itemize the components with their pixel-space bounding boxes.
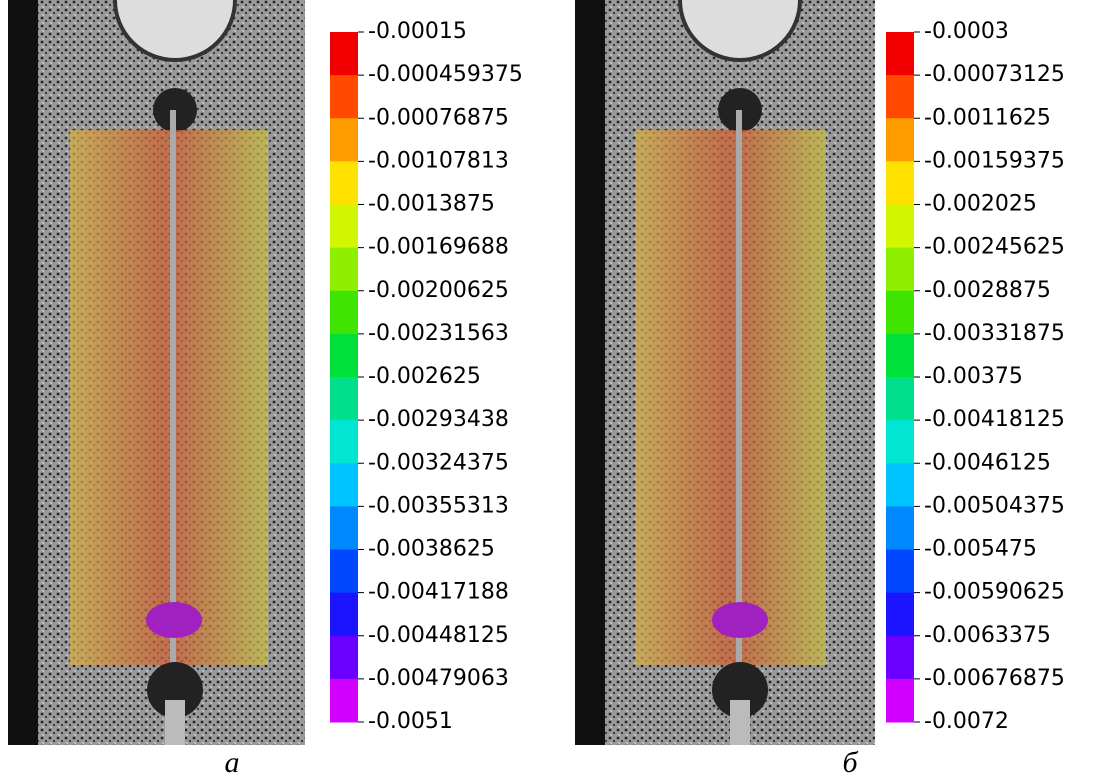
colorbar-band [330, 635, 358, 680]
colorbar-band [886, 506, 914, 550]
colorbar-band [330, 506, 358, 550]
colorbar-label: -0.00245625 [924, 235, 1065, 260]
colorbar-label: -0.005475 [924, 537, 1037, 562]
colorbar-band [330, 161, 358, 205]
colorbar-band [330, 75, 358, 119]
colorbar-band [330, 377, 358, 421]
colorbar-label: -0.00590625 [924, 580, 1065, 605]
colorbar-label: -0.0038625 [368, 537, 495, 562]
colorbar-band [886, 118, 914, 162]
colorbar-label: -0.00324375 [368, 450, 509, 475]
colorbar-label: -0.00073125 [924, 62, 1065, 87]
photo-b [575, 0, 875, 745]
photo-a [8, 0, 305, 745]
colorbar-band [886, 420, 914, 464]
colorbar-label: -0.00159375 [924, 148, 1065, 173]
colorbar-label: -0.0051 [368, 709, 453, 734]
colorbar-band [886, 463, 914, 507]
colorbar-band [886, 32, 914, 76]
colorbar-band [886, 678, 914, 723]
colorbar-label: -0.00479063 [368, 666, 509, 691]
colorbar-label: -0.00418125 [924, 407, 1065, 432]
colorbar-label: -0.00417188 [368, 580, 509, 605]
colorbar-label: -0.00331875 [924, 321, 1065, 346]
colorbar-band [330, 549, 358, 594]
colorbar-label: -0.0003 [924, 19, 1009, 44]
colorbar-label: -0.00231563 [368, 321, 509, 346]
colorbar-band [330, 333, 358, 378]
colorbar-label: -0.00293438 [368, 407, 509, 432]
colorbar-label: -0.00375 [924, 364, 1023, 389]
panel-caption: а [225, 746, 240, 779]
colorbar-band [330, 678, 358, 723]
colorbar-label: -0.000459375 [368, 62, 523, 87]
colorbar-label: -0.0072 [924, 709, 1009, 734]
colorbar-band [330, 420, 358, 464]
colorbar-label: -0.002025 [924, 192, 1037, 217]
colorbar-label: -0.00015 [368, 19, 467, 44]
colorbar-band [330, 118, 358, 162]
colorbar-band [886, 75, 914, 119]
colorbar-label: -0.0046125 [924, 450, 1051, 475]
colorbar-band [886, 635, 914, 680]
colorbar-label: -0.0011625 [924, 105, 1051, 130]
colorbar-band [330, 463, 358, 507]
colorbar-label: -0.002625 [368, 364, 481, 389]
colorbar-band [330, 247, 358, 292]
colorbar-label: -0.00448125 [368, 623, 509, 648]
colorbar-band [886, 247, 914, 292]
colorbar-label: -0.0013875 [368, 192, 495, 217]
colorbar-label: -0.00504375 [924, 493, 1065, 518]
colorbar-label: -0.0028875 [924, 278, 1051, 303]
colorbar-label: -0.00169688 [368, 235, 509, 260]
colorbar-label: -0.00355313 [368, 493, 509, 518]
colorbar-band [330, 592, 358, 637]
colorbar-band [886, 333, 914, 378]
colorbar-band [886, 290, 914, 335]
colorbar-band [886, 377, 914, 421]
colorbar-band [886, 549, 914, 594]
colorbar-label: -0.0063375 [924, 623, 1051, 648]
colorbar-band [886, 592, 914, 637]
panel-caption: б [842, 746, 858, 779]
colorbar-label: -0.00676875 [924, 666, 1065, 691]
colorbar-label: -0.00107813 [368, 148, 509, 173]
colorbar-band [330, 290, 358, 335]
colorbar-band [886, 161, 914, 205]
colorbar-label: -0.00200625 [368, 278, 509, 303]
colorbar-label: -0.00076875 [368, 105, 509, 130]
colorbar-band [330, 32, 358, 76]
colorbar-band [886, 204, 914, 249]
colorbar-band [330, 204, 358, 249]
